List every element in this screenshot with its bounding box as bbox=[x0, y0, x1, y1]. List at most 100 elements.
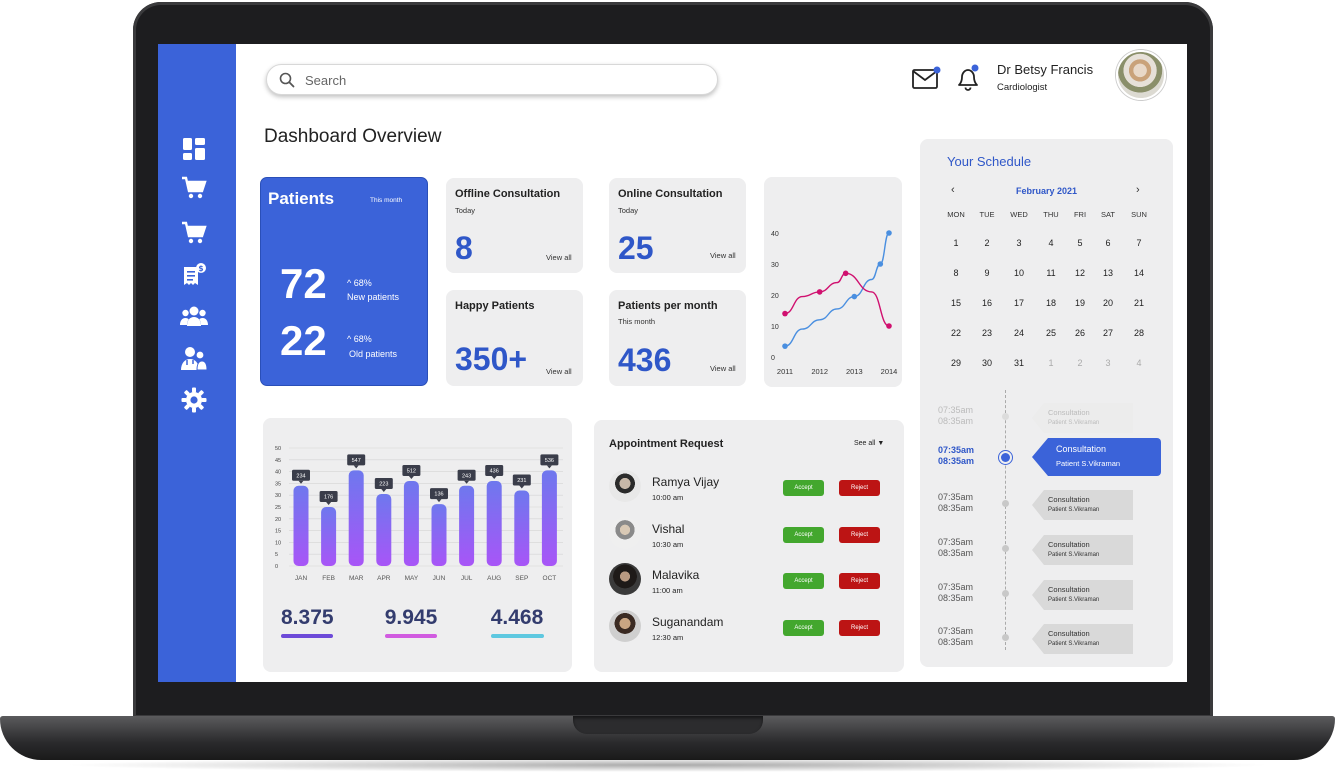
accept-button[interactable]: Accept bbox=[783, 619, 824, 636]
accept-button[interactable]: Accept bbox=[783, 573, 824, 589]
calendar-day[interactable]: 1 bbox=[953, 238, 959, 248]
search-input[interactable] bbox=[305, 69, 705, 91]
calendar-day[interactable]: 15 bbox=[950, 298, 961, 308]
calendar-day[interactable]: 1 bbox=[1048, 358, 1054, 368]
gear-icon[interactable] bbox=[180, 386, 208, 414]
calendar-day[interactable]: 23 bbox=[981, 328, 992, 338]
see-all-link[interactable]: See all ▼ bbox=[854, 440, 884, 447]
view-all-link[interactable]: View all bbox=[546, 253, 572, 262]
bar-jul bbox=[459, 485, 475, 566]
calendar-day[interactable]: 30 bbox=[981, 358, 992, 368]
reject-button[interactable]: Reject bbox=[839, 480, 880, 496]
card-title: Offline Consultation bbox=[455, 188, 561, 200]
calendar-day[interactable]: 7 bbox=[1136, 238, 1142, 248]
consultation-tag[interactable]: Consultation Patient S.Vikraman bbox=[1032, 624, 1133, 654]
calendar-day[interactable]: 8 bbox=[953, 268, 959, 278]
calendar-day[interactable]: 10 bbox=[1013, 268, 1024, 278]
calendar-day[interactable]: 26 bbox=[1074, 328, 1085, 338]
start-time: 07:35am bbox=[938, 492, 974, 502]
calendar-day[interactable]: 21 bbox=[1133, 298, 1144, 308]
calendar-day[interactable]: 4 bbox=[1136, 358, 1142, 368]
doctor-icon[interactable] bbox=[180, 344, 208, 372]
search-bar[interactable] bbox=[266, 64, 718, 95]
timeline-time: 07:35am 08:35am bbox=[938, 582, 973, 604]
x-tick-label: 2013 bbox=[846, 367, 863, 376]
cart-icon[interactable] bbox=[180, 174, 208, 202]
data-label: 231 bbox=[517, 478, 526, 484]
bar-chart: 0 5 10 15 20 25 30 35 40 45 50 234 JAN 176 FEB 547 MAR 22… bbox=[275, 446, 563, 582]
calendar-day[interactable]: 13 bbox=[1102, 268, 1113, 278]
reject-button[interactable]: Reject bbox=[839, 526, 880, 543]
calendar-day[interactable]: 3 bbox=[1105, 358, 1111, 368]
calendar-day[interactable]: 6 bbox=[1105, 238, 1111, 248]
calendar-day[interactable]: 12 bbox=[1074, 268, 1085, 278]
calendar-day[interactable]: 2 bbox=[1077, 358, 1083, 368]
reject-button[interactable]: Reject bbox=[839, 619, 880, 636]
series-point bbox=[877, 261, 884, 267]
online-consultation-card[interactable]: Online Consultation Today 25 View all bbox=[609, 178, 746, 273]
calendar-day[interactable]: 22 bbox=[950, 328, 961, 338]
y-tick-label: 20 bbox=[275, 517, 281, 523]
series-line-1 bbox=[784, 232, 890, 347]
patients-card: Patients This month 72 ^ 68% New patient… bbox=[260, 177, 428, 386]
timeline-time: 07:35am 08:35am bbox=[938, 492, 973, 514]
patient-label: Patient S.Vikraman bbox=[1048, 597, 1100, 603]
consultation-title: Consultation bbox=[1048, 540, 1090, 549]
end-time: 08:35am bbox=[938, 637, 974, 647]
happy-patients-card[interactable]: Happy Patients 350+ View all bbox=[446, 290, 583, 386]
y-tick-label: 10 bbox=[771, 324, 779, 331]
calendar-day[interactable]: 27 bbox=[1102, 328, 1113, 338]
consultation-title: Consultation bbox=[1048, 585, 1090, 594]
calendar-day[interactable]: 25 bbox=[1045, 328, 1056, 338]
avatar[interactable] bbox=[1116, 50, 1166, 100]
consultation-tag[interactable]: Consultation Patient S.Vikraman bbox=[1032, 490, 1133, 520]
view-all-link[interactable]: View all bbox=[546, 367, 572, 376]
calendar-day[interactable]: 11 bbox=[1046, 268, 1056, 278]
accept-button[interactable]: Accept bbox=[783, 480, 824, 496]
data-label-bubble bbox=[457, 469, 476, 481]
consultation-tag[interactable]: Consultation Patient S.Vikraman bbox=[1032, 535, 1133, 565]
consultation-tag[interactable]: Consultation Patient S.Vikraman bbox=[1032, 438, 1161, 476]
view-all-link[interactable]: View all bbox=[710, 364, 736, 373]
consultation-tag[interactable]: Consultation Patient S.Vikraman bbox=[1032, 403, 1133, 433]
end-time: 08:35am bbox=[938, 503, 974, 513]
data-label-pointer bbox=[326, 502, 332, 505]
offline-consultation-card[interactable]: Offline Consultation Today 8 View all bbox=[446, 178, 583, 273]
calendar-day[interactable]: 17 bbox=[1013, 298, 1024, 308]
calendar-day[interactable]: 9 bbox=[984, 268, 990, 278]
y-tick-label: 50 bbox=[275, 446, 281, 452]
bell-icon[interactable] bbox=[955, 63, 983, 91]
data-label-bubble bbox=[292, 469, 310, 481]
calendar-day[interactable]: 2 bbox=[984, 238, 990, 248]
calendar-day[interactable]: 18 bbox=[1045, 298, 1056, 308]
calendar-day[interactable]: 29 bbox=[950, 358, 961, 368]
prev-month-button[interactable]: ‹ bbox=[951, 184, 955, 196]
next-month-button[interactable]: › bbox=[1136, 184, 1140, 196]
calendar-day[interactable]: 19 bbox=[1074, 298, 1085, 308]
calendar-day[interactable]: 20 bbox=[1102, 298, 1113, 308]
view-all-link[interactable]: View all bbox=[710, 251, 736, 260]
calendar-day[interactable]: 24 bbox=[1013, 328, 1024, 338]
calendar-day[interactable]: 14 bbox=[1133, 268, 1144, 278]
calendar-day[interactable]: 4 bbox=[1048, 238, 1054, 248]
users-icon[interactable] bbox=[180, 302, 208, 330]
consultation-title: Consultation bbox=[1048, 495, 1090, 504]
card-title: Happy Patients bbox=[455, 300, 535, 312]
consultation-title: Consultation bbox=[1048, 629, 1090, 638]
calendar-day[interactable]: 5 bbox=[1077, 238, 1083, 248]
calendar-day[interactable]: 28 bbox=[1133, 328, 1144, 338]
billing-icon[interactable]: $ bbox=[180, 261, 208, 289]
mail-icon[interactable] bbox=[912, 66, 942, 90]
stat-value-2: 9.945 bbox=[384, 606, 438, 629]
consultation-tag[interactable]: Consultation Patient S.Vikraman bbox=[1032, 580, 1133, 610]
accept-button[interactable]: Accept bbox=[783, 526, 824, 543]
up-arrow-icon: ^ bbox=[347, 334, 352, 344]
new-patients-count: 72 bbox=[280, 260, 327, 307]
reject-button[interactable]: Reject bbox=[839, 573, 880, 589]
dashboard-icon[interactable] bbox=[180, 135, 208, 163]
calendar-day[interactable]: 3 bbox=[1016, 238, 1022, 248]
calendar-day[interactable]: 16 bbox=[981, 298, 992, 308]
cart-icon[interactable] bbox=[180, 219, 208, 247]
patients-per-month-card[interactable]: Patients per month This month 436 View a… bbox=[609, 290, 746, 386]
calendar-day[interactable]: 31 bbox=[1013, 358, 1024, 368]
